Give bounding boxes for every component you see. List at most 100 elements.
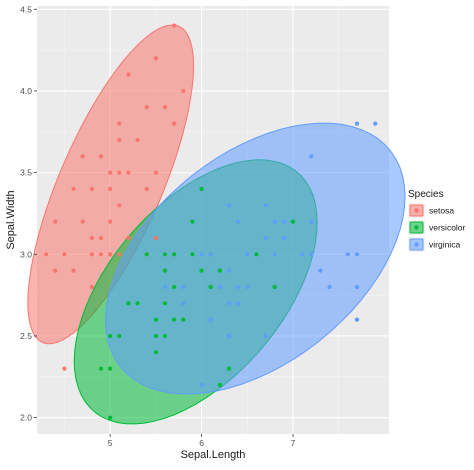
point-virginica [327,284,332,290]
x-tick-label: 5 [108,438,113,448]
point-versicolor [172,317,177,322]
point-versicolor [117,333,122,339]
point-virginica [181,301,186,306]
point-setosa [89,252,94,257]
point-setosa [89,284,94,290]
point-virginica [217,284,222,290]
point-setosa [153,56,158,61]
point-setosa [144,105,149,110]
point-setosa [98,235,104,241]
point-virginica [309,252,314,257]
point-versicolor [108,366,113,371]
point-versicolor [217,268,222,273]
point-versicolor [153,350,158,355]
point-virginica [226,268,232,273]
ellipse-virginica [105,122,406,395]
legend-label-virginica: virginica [429,240,460,250]
point-virginica [263,333,268,339]
point-setosa [62,252,67,257]
point-virginica [236,219,241,224]
point-setosa [117,252,122,257]
point-setosa [153,235,158,241]
point-versicolor [162,301,168,306]
point-setosa [126,235,131,241]
y-tick-label: 2.0 [20,413,32,423]
point-virginica [236,301,241,306]
point-setosa [172,121,177,126]
point-versicolor [162,252,168,257]
point-versicolor [254,252,259,257]
x-tick-label: 6 [199,438,204,448]
legend-title: Species [408,189,444,200]
point-versicolor [162,268,168,273]
point-setosa [108,219,113,224]
points-layer [44,23,378,420]
point-versicolor [190,219,195,224]
x-axis-title: Sepal.Length [181,449,246,461]
point-versicolor [108,333,113,339]
point-versicolor [172,284,177,290]
point-virginica [263,203,268,208]
point-setosa [108,186,113,192]
point-versicolor [98,366,104,371]
point-setosa [172,23,177,28]
x-axis-ticks: 5 6 7 [108,434,296,448]
point-versicolor [108,415,113,420]
point-virginica [281,235,286,241]
point-virginica [309,219,314,224]
point-setosa [108,170,113,175]
point-versicolor [172,252,177,257]
point-virginica [354,252,360,257]
point-setosa [98,154,104,159]
point-setosa [71,186,76,192]
x-tick-label: 7 [291,438,296,448]
point-virginica [354,121,360,126]
point-versicolor [181,317,186,322]
point-setosa [108,252,113,257]
point-setosa [117,203,122,208]
y-tick-label: 3.5 [20,168,32,178]
point-virginica [236,284,241,290]
point-setosa [44,252,49,257]
point-setosa [153,170,158,175]
point-setosa [62,366,67,371]
point-virginica [199,252,204,257]
legend-dot-versicolor [414,225,419,230]
point-virginica [208,252,213,257]
watermark-text: 知乎 @牧羊的男孩儿 [354,435,466,450]
legend: Species setosa versicolor virginica [408,189,466,252]
point-virginica [181,284,186,290]
point-versicolor [208,284,213,290]
point-setosa [117,170,122,175]
point-setosa [89,235,94,241]
point-virginica [354,317,360,322]
point-versicolor [272,284,277,290]
point-versicolor [153,317,158,322]
point-versicolor [153,333,158,339]
y-axis-ticks: 2.0 2.5 3.0 3.5 4.0 4.5 [20,4,37,423]
point-virginica [199,382,204,388]
point-setosa [71,268,76,273]
point-versicolor [190,252,195,257]
point-versicolor [126,301,131,306]
point-virginica [226,301,232,306]
point-setosa [135,137,140,143]
point-versicolor [290,219,296,224]
point-virginica [208,317,213,322]
point-virginica [354,284,360,290]
point-virginica [318,268,323,273]
point-virginica [245,252,250,257]
point-virginica [245,284,250,290]
point-virginica [272,252,277,257]
point-versicolor [199,268,204,273]
point-setosa [144,186,149,192]
ellipses-layer [27,24,406,425]
legend-label-setosa: setosa [429,206,454,216]
y-axis-title: Sepal.Width [5,190,17,249]
point-versicolor [135,301,140,306]
point-setosa [126,170,131,175]
point-virginica [300,252,305,257]
y-tick-label: 3.0 [20,249,32,259]
point-virginica [309,154,314,159]
